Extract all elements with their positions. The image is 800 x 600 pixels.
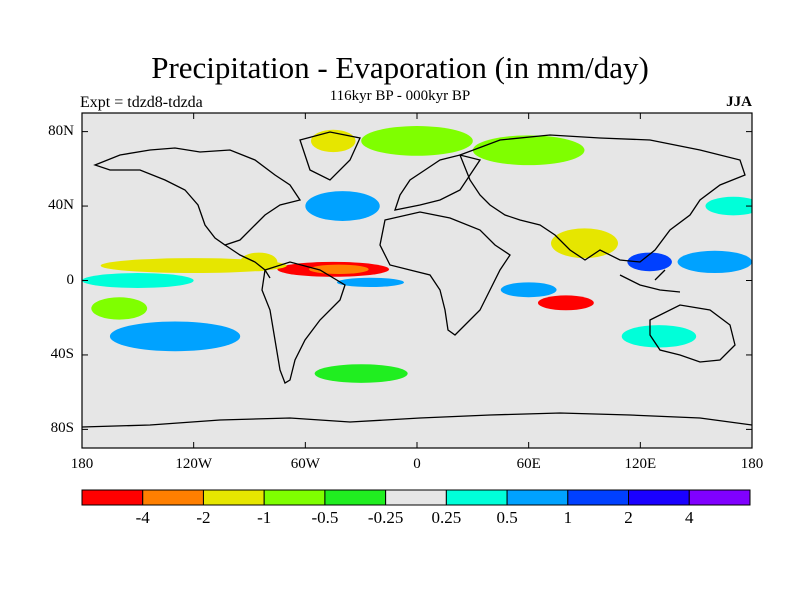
lon-tick-label: 180	[42, 456, 122, 473]
lon-tick-label: 180	[712, 456, 792, 473]
field-patch-australia-wet	[622, 325, 696, 347]
colorbar-box	[507, 490, 568, 505]
lat-tick-label: 40S	[14, 346, 74, 363]
lat-tick-label: 0	[14, 272, 74, 289]
colorbar-box	[264, 490, 325, 505]
field-patch-arctic-dry	[361, 126, 473, 156]
colorbar-box	[325, 490, 386, 505]
colorbar-label: 2	[599, 508, 659, 528]
colorbar-label: -4	[113, 508, 173, 528]
colorbar-box	[82, 490, 143, 505]
lat-tick-label: 80N	[14, 123, 74, 140]
field-patch-south-pacific-wet	[110, 321, 240, 351]
colorbar-label: 0.5	[477, 508, 537, 528]
colorbar-box	[689, 490, 750, 505]
lon-tick-label: 120E	[600, 456, 680, 473]
colorbar	[82, 490, 750, 505]
lat-tick-label: 40N	[14, 197, 74, 214]
lon-tick-label: 60E	[489, 456, 569, 473]
colorbar-label: -2	[173, 508, 233, 528]
lon-tick-label: 120W	[154, 456, 234, 473]
colorbar-label: 0.25	[416, 508, 476, 528]
field-patch-indian-ocean-dry	[538, 295, 594, 310]
field-patch-itcz-atlantic-wet-south	[337, 278, 404, 287]
field-patch-north-atlantic-wet	[305, 191, 379, 221]
field-patch-indian-ocean-wet	[501, 282, 557, 297]
colorbar-label: -0.5	[295, 508, 355, 528]
colorbar-box	[568, 490, 629, 505]
colorbar-box	[143, 490, 204, 505]
colorbar-box	[203, 490, 264, 505]
colorbar-label: 4	[659, 508, 719, 528]
field-patch-south-pacific-dry	[91, 297, 147, 319]
field-patch-north-pacific-wet	[705, 197, 761, 216]
lat-tick-label: 80S	[14, 420, 74, 437]
colorbar-label: -0.25	[356, 508, 416, 528]
colorbar-label: -1	[234, 508, 294, 528]
field-patch-west-pacific-wet	[678, 251, 752, 273]
colorbar-label: 1	[538, 508, 598, 528]
field-patch-eurasia-dry	[473, 135, 585, 165]
colorbar-box	[629, 490, 690, 505]
field-patch-southern-ocean-dry	[315, 364, 408, 383]
field-patch-east-pacific-wet-band	[82, 273, 194, 288]
colorbar-box	[386, 490, 447, 505]
lon-tick-label: 0	[377, 456, 457, 473]
lon-tick-label: 60W	[265, 456, 345, 473]
colorbar-box	[446, 490, 507, 505]
